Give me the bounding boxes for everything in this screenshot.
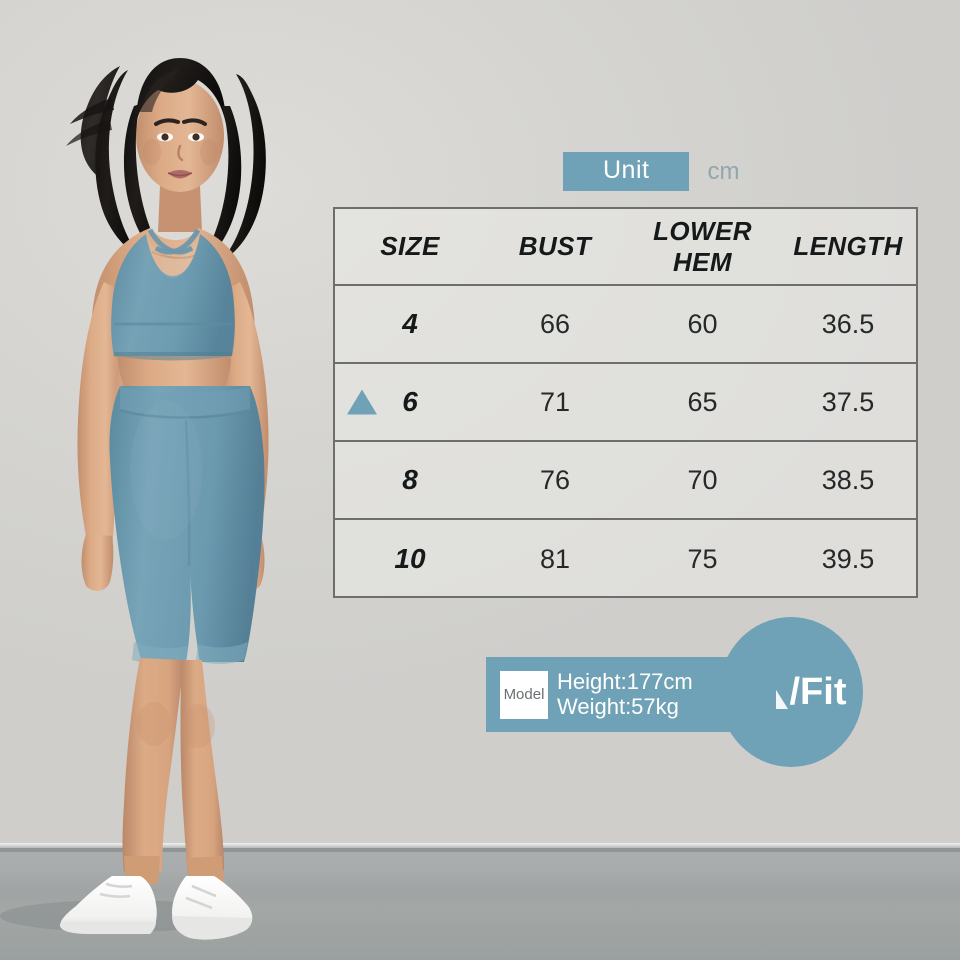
cell-size: 4 bbox=[402, 308, 418, 339]
model-height: Height:177cm bbox=[557, 668, 693, 694]
unit-badge: Unit bbox=[563, 152, 690, 191]
floor-wall-edge bbox=[0, 843, 960, 850]
cell-lower-hem: 70 bbox=[687, 464, 718, 495]
column-header-size: SIZE bbox=[380, 231, 440, 261]
table-row: 8 76 70 38.5 bbox=[335, 442, 916, 520]
cell-bust: 81 bbox=[539, 543, 571, 574]
size-chart-table: SIZE BUST LOWER HEM LENGTH 4 66 60 36.5 … bbox=[333, 207, 918, 598]
model-tag-label: Model bbox=[503, 686, 545, 703]
model-weight: Weight:57kg bbox=[557, 693, 679, 719]
cell-length: 37.5 bbox=[821, 386, 875, 417]
cell-size: 10 bbox=[394, 543, 426, 574]
cell-lower-hem: 75 bbox=[687, 543, 718, 574]
selected-size-triangle-icon bbox=[347, 389, 377, 415]
column-header-lower-hem: LOWER HEM bbox=[653, 215, 752, 277]
cell-size-label: 6 bbox=[402, 386, 418, 417]
model-info-banner: Model Height:177cm Weight:57kg bbox=[486, 657, 776, 732]
cell-size: 6 bbox=[335, 386, 485, 418]
table-row: 6 71 65 37.5 bbox=[335, 364, 916, 442]
cell-length: 39.5 bbox=[821, 543, 875, 574]
fit-label-text: /Fit bbox=[789, 670, 847, 713]
cell-lower-hem: 65 bbox=[687, 386, 718, 417]
model-photo bbox=[0, 0, 360, 960]
cell-length: 36.5 bbox=[821, 308, 875, 339]
model-tag-box: Model bbox=[500, 670, 548, 719]
cell-size: 8 bbox=[402, 464, 418, 495]
cell-bust: 71 bbox=[539, 386, 571, 417]
unit-value: cm bbox=[707, 157, 740, 185]
column-header-bust: BUST bbox=[518, 231, 592, 261]
table-row: 4 66 60 36.5 bbox=[335, 286, 916, 364]
cell-lower-hem: 60 bbox=[687, 308, 718, 339]
table-header-row: SIZE BUST LOWER HEM LENGTH bbox=[335, 209, 916, 286]
column-header-length: LENGTH bbox=[793, 231, 903, 261]
unit-row: Unit cm bbox=[563, 152, 739, 191]
table-row: 10 81 75 39.5 bbox=[335, 520, 916, 598]
cell-bust: 76 bbox=[539, 464, 571, 495]
model-measurements: Height:177cm Weight:57kg bbox=[557, 668, 693, 720]
cell-length: 38.5 bbox=[821, 464, 875, 495]
cell-bust: 66 bbox=[539, 308, 571, 339]
